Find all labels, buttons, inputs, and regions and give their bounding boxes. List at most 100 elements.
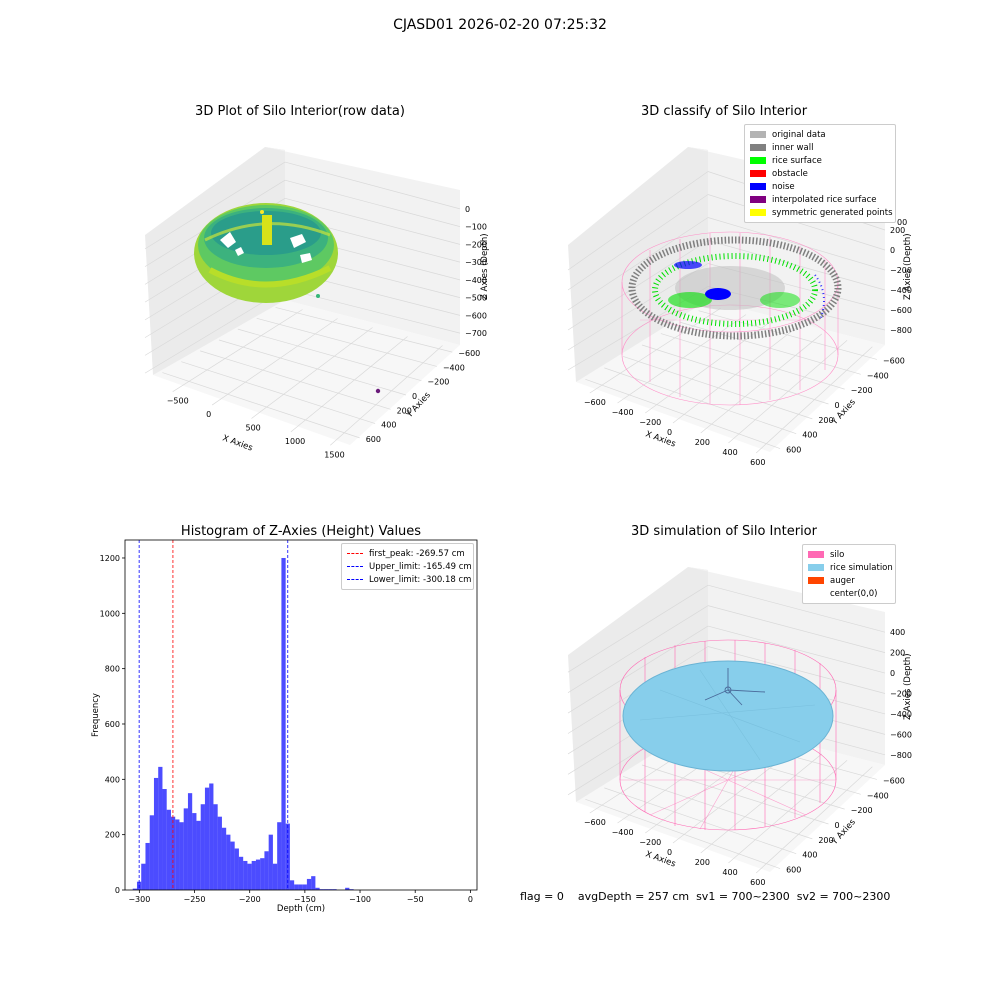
legend-swatch [808,577,824,584]
legend-label: silo [830,549,845,560]
y-tick-label: 400 [802,851,817,860]
grid-line-y [623,776,813,840]
histogram-bar [179,822,184,890]
status-avg-depth: avgDepth = 257 cm [577,890,690,903]
x-tick-label: −100 [349,895,371,904]
grid-line-x [330,345,443,446]
histogram-bar [298,884,303,890]
y-tick-label: −200 [427,378,449,387]
plot2-tick-labels: −600−400−20002004006006004002000−200−400… [584,218,912,467]
plot2-point-cloud [628,236,842,340]
grid-line-y [623,356,813,420]
legend-swatch [750,196,766,203]
grid-line-y [660,333,845,390]
legend-swatch [750,170,766,177]
grid-line-z [707,605,886,653]
grid-line-z-left [567,605,709,693]
y-tick-label: −400 [443,363,465,372]
x-tick-label: 0 [667,428,672,437]
z-tick-label: −600 [465,311,487,320]
y-tick-label: −600 [883,356,905,365]
grid-line-z [707,217,886,271]
y-tick-label: 600 [366,435,381,444]
plot2-zlabel: Z Axies (Depth) [903,233,913,300]
grid-line-z-left [567,240,709,331]
histogram-bar [311,876,316,890]
legend-swatch [750,144,766,151]
grid-line-y [604,367,797,435]
z-tick-label: 200 [890,226,905,235]
figure-title: CJASD01 2026-02-20 07:25:32 [393,17,607,33]
x-tick-label: 600 [750,458,765,467]
legend-swatch [808,551,824,558]
histogram-bar [234,848,239,890]
grid-line-z [284,288,461,334]
histogram-bar [226,834,231,890]
legend-entry: auger [808,574,890,587]
legend-entry: center(0,0) [808,587,890,600]
y-tick-label: 200 [818,416,833,425]
z-tick-label: −200 [890,690,912,699]
legend-entry: interpolated rice surface [750,193,890,206]
grid-line-z [284,197,461,245]
plot1-back-pane-right [265,147,460,345]
histogram-bar [213,804,218,890]
histogram-bar [162,789,167,890]
grid-line-y [604,787,797,855]
grid-line-y [218,339,407,396]
y-tick-label: 200 [105,831,120,840]
y-tick-label: 600 [786,446,801,455]
grid-line-x [645,320,772,414]
legend-label: noise [772,181,795,192]
legend-label: inner wall [772,142,814,153]
x-tick-label: −200 [639,418,661,427]
z-tick-label: 0 [890,669,895,678]
legend-entry: noise [750,180,890,193]
y-tick-label: 400 [105,775,120,784]
legend-label: rice simulation [830,562,893,573]
legend-entry: Lower_limit: -300.18 cm [347,573,471,586]
histogram-bar [243,860,248,890]
grid-line-z [707,625,886,674]
histogram-legend: first_peak: -269.57 cm Upper_limit: -165.… [341,543,474,590]
legend-line-sample [347,553,363,554]
histogram-bar [196,820,201,890]
z-tick-label: −600 [890,306,912,315]
grid-line-z [707,584,886,633]
plot4-auger [704,668,766,706]
y-tick-label: 200 [818,836,833,845]
grid-line-z [284,161,461,210]
legend-line-sample [347,566,363,567]
histogram-ylabel: Frequency [91,693,101,737]
y-tick-label: 400 [381,421,396,430]
x-tick-label: 400 [722,868,737,877]
y-tick-label: 400 [802,431,817,440]
histogram-bar [200,804,205,890]
z-tick-label: −700 [465,329,487,338]
grid-line-x [700,753,823,854]
legend-entry: original data [750,128,890,141]
y-tick-label: 0 [835,821,840,830]
x-tick-label: −400 [612,408,634,417]
y-tick-label: −400 [867,791,889,800]
plot4-xlabel: X Axies [644,849,677,869]
y-tick-label: 200 [397,406,412,415]
y-tick-label: 1200 [100,554,120,563]
y-tick-label: −200 [851,386,873,395]
y-tick-label: 800 [105,665,120,674]
grid-line-x [728,760,848,864]
grid-line-x [672,327,797,424]
plot4-zlabel: Z Axies (Depth) [903,653,913,720]
y-tick-label: 0 [115,886,120,895]
grid-line-y [698,310,878,360]
histogram-bar [145,842,150,890]
grid-line-z-left [567,194,709,291]
legend-entry: rice surface [750,154,890,167]
histogram-ticks: −300 −250 −200 −150 −100 −50 0 0 200 400 600 800 100… [100,554,473,904]
status-flag: flag = 0 [520,890,564,903]
y-tick-label: −400 [867,371,889,380]
y-tick-label: −600 [458,349,480,358]
plot4-rice-surface [622,660,834,772]
